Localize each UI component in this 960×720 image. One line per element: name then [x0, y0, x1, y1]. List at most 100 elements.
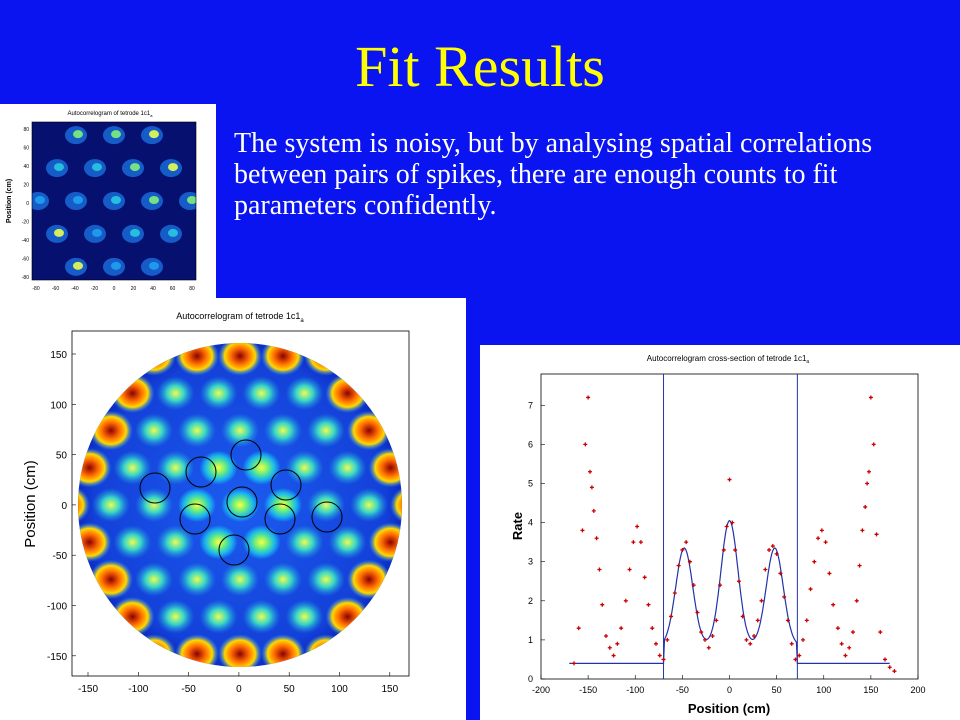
cross-section-chart: Autocorrelogram cross-section of tetrode…	[510, 354, 926, 716]
data-point	[854, 598, 859, 603]
large-x-tick-label: 50	[284, 684, 296, 695]
data-point	[770, 544, 775, 549]
large-autocorrelogram-figure: Autocorrelogram of tetrode 1c1a Position…	[0, 298, 466, 720]
chart-x-tick-label: 0	[727, 685, 732, 695]
small-autocorrelogram-figure: Autocorrelogram of tetrode 1c1a Position…	[0, 104, 216, 300]
small-autocorrelogram-plot: Autocorrelogram of tetrode 1c1a Position…	[6, 111, 197, 292]
data-point	[714, 618, 719, 623]
data-point	[676, 563, 681, 568]
data-point	[801, 637, 806, 642]
data-point	[744, 637, 749, 642]
heatmap-blob-core	[92, 163, 102, 172]
data-point	[597, 567, 602, 572]
data-point	[843, 653, 848, 658]
data-point	[669, 614, 674, 619]
heatmap-blob	[113, 525, 152, 560]
heatmap-blob-core	[130, 163, 140, 172]
heatmap-blob-core	[92, 228, 102, 237]
data-point	[631, 540, 636, 545]
data-point	[615, 641, 620, 646]
data-point	[642, 575, 647, 580]
large-y-tick-label: 150	[50, 350, 67, 361]
large-autocorrelogram-plot: Autocorrelogram of tetrode 1c1a Position…	[22, 311, 410, 695]
chart-y-tick-label: 4	[528, 518, 533, 528]
heatmap-blob	[264, 413, 302, 448]
chart-x-tick-label: 200	[910, 685, 925, 695]
heatmap-blob-core	[35, 196, 45, 204]
data-point	[571, 661, 576, 666]
fit-circle	[179, 503, 211, 535]
heatmap-blob	[218, 634, 262, 667]
large-x-tick-label: -50	[181, 684, 196, 695]
large-y-tick-label: -50	[53, 551, 68, 562]
heatmap-blob-core	[111, 196, 121, 204]
data-point	[827, 571, 832, 576]
heatmap-blob	[264, 562, 302, 597]
data-point	[804, 618, 809, 623]
large-plot-ylabel: Position (cm)	[22, 460, 39, 548]
data-point	[823, 540, 828, 545]
data-point	[653, 641, 658, 646]
data-point	[588, 469, 593, 474]
heatmap-blob-core	[149, 196, 159, 204]
data-point	[702, 637, 707, 642]
data-point	[611, 653, 616, 658]
chart-x-tick-label: -50	[676, 685, 689, 695]
heatmap-blob	[156, 525, 195, 560]
data-point	[847, 645, 852, 650]
large-x-tick-label: 150	[381, 684, 398, 695]
data-point	[850, 630, 855, 635]
data-point	[860, 528, 865, 533]
chart-plot-area	[540, 373, 919, 680]
data-point	[736, 579, 741, 584]
data-point	[600, 602, 605, 607]
data-point	[819, 528, 824, 533]
data-point	[808, 587, 813, 592]
heatmap-blob-core	[73, 196, 83, 204]
small-heatmap-blobs	[32, 126, 196, 276]
small-plot-title: Autocorrelogram of tetrode 1c1a	[68, 111, 154, 118]
chart-x-tick-label: -100	[626, 685, 644, 695]
heatmap-blob	[199, 450, 238, 485]
data-point	[586, 395, 591, 400]
heatmap-blob	[135, 562, 173, 597]
chart-title: Autocorrelogram cross-section of tetrode…	[647, 354, 810, 365]
data-point	[583, 442, 588, 447]
data-point	[687, 559, 692, 564]
data-point	[868, 395, 873, 400]
heatmap-blob	[156, 599, 195, 634]
data-point	[706, 645, 711, 650]
data-point	[695, 610, 700, 615]
fit-circle	[226, 486, 258, 518]
heatmap-blob	[178, 562, 216, 597]
fit-circle	[270, 469, 302, 501]
small-y-tick-label: -60	[22, 257, 29, 263]
data-point	[710, 633, 715, 638]
fit-curve	[569, 519, 890, 664]
data-point	[604, 633, 609, 638]
data-point	[863, 504, 868, 509]
chart-x-tick-label: 100	[816, 685, 831, 695]
heatmap-blob	[285, 599, 324, 634]
data-point	[865, 481, 870, 486]
heatmap-blob-core	[168, 228, 178, 237]
heatmap-blob-core	[168, 163, 178, 172]
chart-y-tick-label: 7	[528, 400, 533, 410]
data-point	[661, 657, 666, 662]
data-point	[871, 442, 876, 447]
data-point	[797, 653, 802, 658]
data-point	[892, 669, 897, 674]
data-point	[589, 485, 594, 490]
large-y-tick-label: 100	[50, 400, 67, 411]
data-point	[839, 641, 844, 646]
data-point	[727, 477, 732, 482]
data-point	[767, 547, 772, 552]
heatmap-blob-core	[149, 261, 159, 270]
chart-x-tick-label: 150	[863, 685, 878, 695]
small-x-tick-label: -40	[71, 286, 78, 292]
data-point	[607, 645, 612, 650]
fit-circle	[218, 534, 250, 566]
data-point	[866, 469, 871, 474]
data-point	[635, 524, 640, 529]
data-point	[789, 641, 794, 646]
